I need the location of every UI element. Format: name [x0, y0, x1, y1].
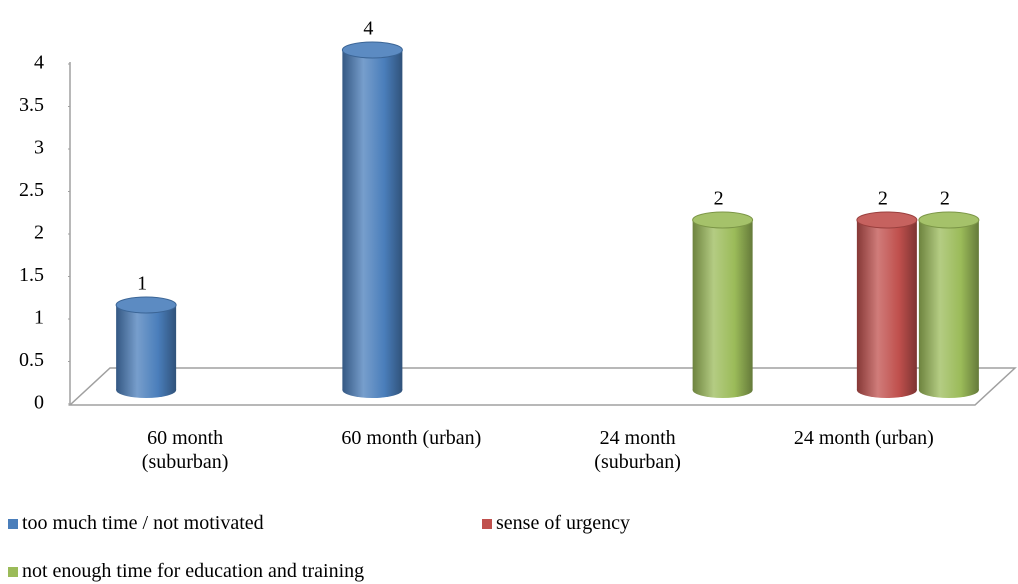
bar-body	[692, 220, 753, 390]
data-label: 1	[137, 273, 147, 295]
bar	[115, 296, 177, 398]
y-tick-label: 0.5	[19, 349, 44, 371]
bar	[692, 211, 754, 398]
legend-item: too much time / not motivated	[8, 512, 264, 535]
y-tick-label: 3	[34, 137, 44, 159]
bar-top	[115, 296, 177, 314]
bar-body	[116, 305, 177, 390]
y-tick-label: 2.5	[19, 179, 44, 201]
x-tick-label: 24 month (suburban)	[594, 427, 681, 473]
x-tick-label: 60 month (suburban)	[141, 427, 229, 473]
bar-top	[856, 211, 918, 229]
legend-swatch	[8, 518, 18, 529]
floor	[68, 367, 1017, 406]
legend-swatch	[482, 518, 492, 529]
legend-swatch	[8, 566, 18, 577]
data-label: 2	[714, 188, 724, 210]
bar-top	[692, 211, 754, 229]
y-tick-label: 3.5	[19, 94, 44, 116]
data-label: 4	[363, 18, 373, 40]
bar-top	[918, 211, 980, 229]
legend-label: not enough time for education and traini…	[22, 560, 365, 582]
y-tick-label: 1.5	[19, 264, 44, 286]
bar-body	[856, 220, 917, 390]
bar	[341, 41, 403, 398]
y-tick-label: 4	[34, 52, 44, 74]
bar	[856, 211, 918, 398]
data-label: 2	[878, 188, 888, 210]
legend-label: too much time / not motivated	[22, 512, 264, 534]
y-tick-label: 2	[34, 222, 44, 244]
x-tick-label: 24 month (urban)	[793, 427, 934, 449]
bar-body	[918, 220, 979, 390]
bar-body	[342, 50, 403, 390]
bar-top	[341, 41, 403, 59]
legend-label: sense of urgency	[496, 512, 631, 534]
x-tick-label: 60 month (urban)	[341, 427, 482, 449]
legend-item: sense of urgency	[482, 512, 630, 535]
legend-item: not enough time for education and traini…	[8, 560, 364, 583]
y-tick-label: 1	[34, 307, 44, 329]
data-label: 2	[940, 188, 950, 210]
y-tick-label: 0	[34, 392, 44, 414]
bar	[918, 211, 980, 398]
